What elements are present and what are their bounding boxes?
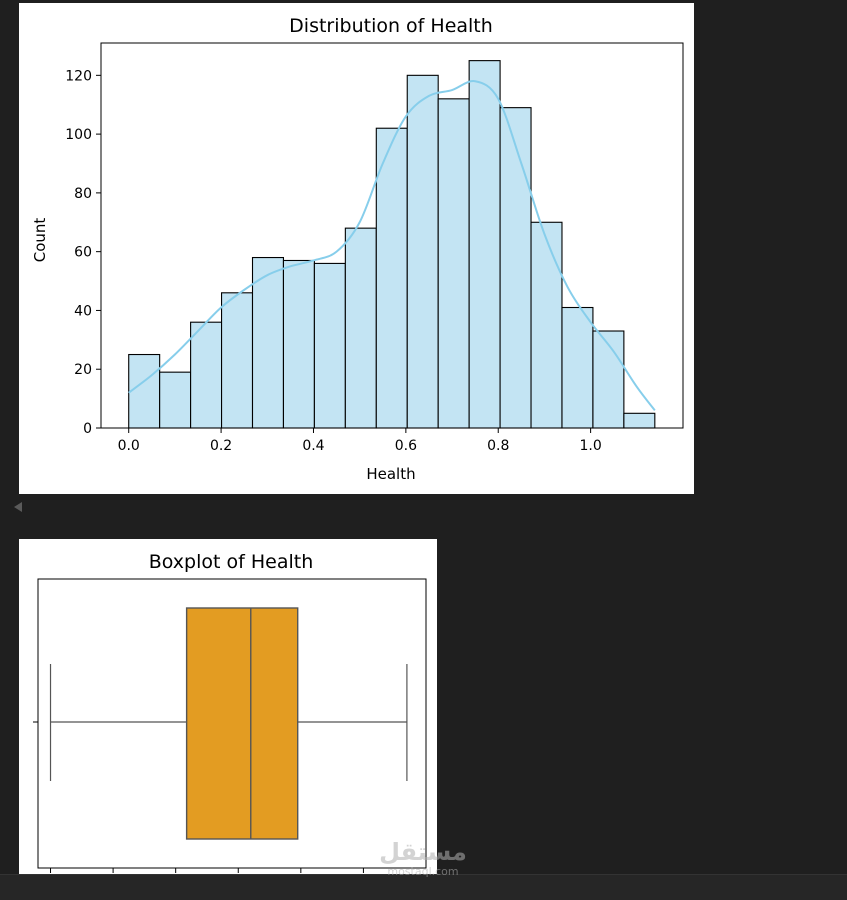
y-tick-label: 120	[65, 68, 92, 84]
histogram-bar	[437, 98, 470, 429]
x-axis-label: Health	[366, 465, 415, 483]
histogram-bar	[499, 107, 532, 429]
chart-title: Distribution of Health	[289, 15, 493, 37]
chart-title: Boxplot of Health	[149, 551, 314, 573]
plot-frame	[37, 578, 427, 869]
histogram-bar	[375, 127, 408, 429]
boxplot-figure: Boxplot of Health	[19, 539, 437, 879]
histogram-bar	[530, 221, 563, 429]
histogram-bar	[251, 256, 285, 429]
y-tick-label: 40	[74, 303, 92, 319]
histogram-bar	[128, 353, 161, 429]
histogram-bar	[592, 330, 625, 429]
kde-line	[128, 80, 656, 411]
histogram-figure: 0.0 0.2 0.4 0.6 0.8 1.0 0 20 40 60 80 100 120 Distri…	[19, 3, 694, 494]
x-tick-label: 1.0	[579, 438, 601, 454]
watermark-logo: مستقل mostaql.com	[379, 838, 467, 878]
x-tick-label: 0.0	[118, 438, 140, 454]
histogram-bar	[221, 292, 254, 429]
x-tick-label: 0.4	[302, 438, 324, 454]
x-tick-label: 0.2	[210, 438, 232, 454]
y-axis-label: Count	[31, 218, 49, 263]
histogram-bar	[313, 262, 346, 429]
x-tick-label: 0.8	[487, 438, 509, 454]
y-tick-label: 20	[74, 362, 92, 378]
box-iqr	[185, 607, 299, 840]
y-tick-label: 100	[65, 127, 92, 143]
histogram-bar	[561, 306, 594, 429]
histogram-bar	[623, 412, 656, 429]
histogram-bar	[468, 60, 501, 429]
x-tick-label: 0.6	[395, 438, 417, 454]
collapse-arrow-icon[interactable]	[14, 502, 22, 512]
plot-frame	[100, 42, 684, 429]
histogram-bar	[282, 259, 315, 429]
bottom-status-bar	[0, 874, 847, 900]
y-tick-label: 60	[74, 245, 92, 261]
histogram-bar	[406, 74, 439, 429]
histogram-bar	[159, 371, 192, 429]
boxplot-chart: Boxplot of Health	[33, 551, 427, 873]
y-tick-label: 80	[74, 186, 92, 202]
histogram-bar	[190, 321, 223, 429]
histogram-bar	[344, 227, 377, 429]
histogram-chart: 0.0 0.2 0.4 0.6 0.8 1.0 0 20 40 60 80 100 120 Distri…	[31, 15, 684, 483]
y-tick-label: 0	[83, 421, 92, 437]
